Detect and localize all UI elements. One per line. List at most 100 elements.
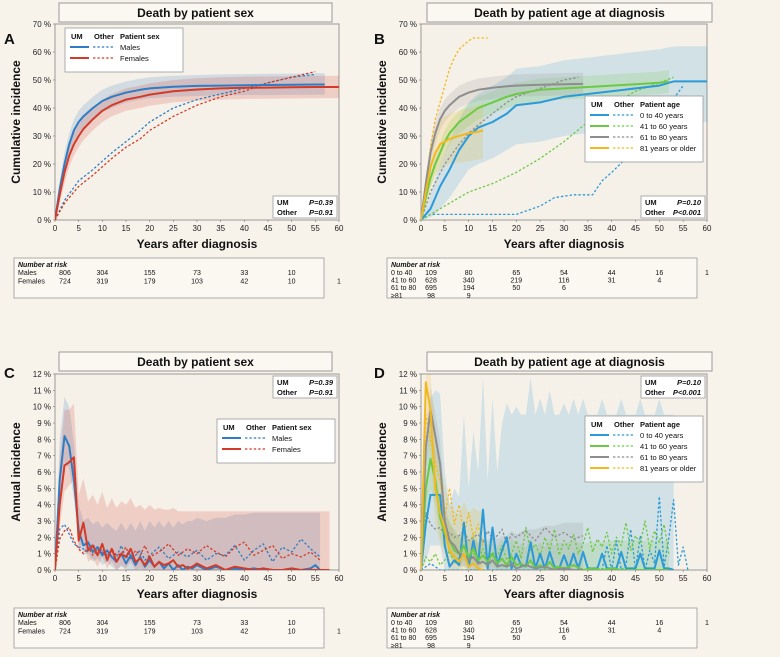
risk-value: 806 bbox=[59, 270, 71, 277]
legend-header: Patient age bbox=[640, 100, 680, 109]
risk-value: 116 bbox=[558, 278, 569, 285]
series-line bbox=[421, 493, 674, 570]
x-tick-label: 60 bbox=[703, 574, 712, 583]
risk-value: 98 bbox=[427, 643, 435, 650]
y-tick-label: 30 % bbox=[399, 132, 417, 141]
legend-box bbox=[64, 27, 184, 73]
panel-c: C Death by patient sex 0 % 1 % 2 % 3 % 4 % 5 % 6… bbox=[4, 351, 344, 649]
risk-value: 304 bbox=[96, 620, 108, 627]
y-tick-label: 60 % bbox=[33, 48, 51, 57]
x-tick-label: 50 bbox=[655, 224, 664, 233]
x-tick-label: 25 bbox=[536, 224, 545, 233]
pvalue-box: UM P=0.10 Other P<0.001 bbox=[640, 195, 706, 219]
legend-header: Other bbox=[246, 423, 266, 432]
panel-letter: D bbox=[374, 365, 385, 382]
risk-value: 179 bbox=[144, 278, 156, 285]
pvalue-label: UM bbox=[277, 198, 289, 207]
x-tick-label: 0 bbox=[419, 224, 424, 233]
risk-value: 109 bbox=[425, 620, 437, 627]
y-tick-label: 40 % bbox=[399, 104, 417, 113]
title-box bbox=[426, 2, 713, 23]
x-tick-label: 35 bbox=[583, 224, 592, 233]
risk-row-label: ≥81 bbox=[391, 643, 403, 650]
pvalue-frame bbox=[272, 375, 338, 399]
confidence-band bbox=[421, 70, 669, 220]
y-tick-label: 20 % bbox=[399, 160, 417, 169]
risk-value: 116 bbox=[558, 628, 569, 635]
risk-row-label: Females bbox=[18, 628, 45, 635]
legend-label: 61 to 80 years bbox=[640, 133, 688, 142]
pvalue-box: UM P=0.39 Other P=0.91 bbox=[272, 195, 338, 219]
x-tick-label: 40 bbox=[240, 574, 249, 583]
x-tick-label: 55 bbox=[679, 574, 688, 583]
panel-a: A Death by patient sex 0 % 10 % 20 % 30 % 40 %… bbox=[4, 2, 344, 299]
risk-value: 54 bbox=[560, 620, 568, 627]
risk-value: 10 bbox=[288, 628, 296, 635]
risk-value: 1 bbox=[705, 620, 709, 627]
pvalue-label: UM bbox=[645, 378, 657, 387]
x-tick-label: 60 bbox=[335, 224, 344, 233]
confidence-band bbox=[421, 429, 669, 570]
x-tick-label: 10 bbox=[98, 224, 107, 233]
risk-value: 1 bbox=[337, 278, 341, 285]
risk-value: 340 bbox=[463, 278, 475, 285]
y-tick-label: 3 % bbox=[403, 517, 417, 526]
pvalue-value: P<0.001 bbox=[673, 388, 701, 397]
x-tick-label: 25 bbox=[169, 224, 178, 233]
x-tick-label: 20 bbox=[512, 224, 521, 233]
legend-label: 61 to 80 years bbox=[640, 453, 688, 462]
y-tick-label: 8 % bbox=[403, 435, 417, 444]
risk-value: 31 bbox=[608, 628, 616, 635]
risk-value: 340 bbox=[463, 628, 475, 635]
confidence-band bbox=[421, 46, 707, 220]
risk-value: 319 bbox=[96, 628, 108, 635]
risk-value: 103 bbox=[191, 628, 203, 635]
plot-marks bbox=[55, 396, 330, 570]
y-tick-label: 7 % bbox=[403, 452, 417, 461]
y-tick-label: 1 % bbox=[403, 550, 417, 559]
x-tick-label: 10 bbox=[98, 574, 107, 583]
x-tick-label: 40 bbox=[607, 224, 616, 233]
y-tick-label: 0 % bbox=[37, 566, 51, 575]
legend-header: UM bbox=[591, 420, 603, 429]
risk-row-label: 41 to 60 bbox=[391, 278, 416, 285]
risk-value: 10 bbox=[288, 278, 296, 285]
legend-label: 41 to 60 years bbox=[640, 122, 688, 131]
x-tick-label: 15 bbox=[122, 224, 131, 233]
x-tick-label: 55 bbox=[311, 574, 320, 583]
series-line bbox=[421, 520, 670, 570]
y-tick-label: 11 % bbox=[33, 386, 51, 395]
risk-value: 44 bbox=[608, 620, 616, 627]
risk-value: 628 bbox=[425, 278, 437, 285]
confidence-band bbox=[421, 387, 584, 570]
risk-value: 73 bbox=[193, 620, 201, 627]
chart-title: Death by patient age at diagnosis bbox=[474, 6, 665, 20]
x-axis-label: Years after diagnosis bbox=[137, 237, 258, 251]
y-tick-label: 3 % bbox=[37, 517, 51, 526]
title-box bbox=[58, 2, 333, 23]
legend-box bbox=[584, 415, 704, 483]
pvalue-frame bbox=[640, 195, 706, 219]
risk-row-label: ≥81 bbox=[391, 293, 403, 300]
legend-label: 81 years or older bbox=[640, 144, 697, 153]
legend-label: Females bbox=[272, 445, 301, 454]
legend-label: 0 to 40 years bbox=[640, 431, 684, 440]
risk-value: 42 bbox=[240, 628, 248, 635]
x-tick-label: 0 bbox=[53, 224, 58, 233]
risk-value: 1 bbox=[337, 628, 341, 635]
risk-value: 54 bbox=[560, 270, 568, 277]
x-tick-label: 45 bbox=[264, 574, 273, 583]
y-tick-label: 2 % bbox=[403, 533, 417, 542]
y-tick-label: 9 % bbox=[37, 419, 51, 428]
series-line bbox=[55, 83, 325, 220]
series-line bbox=[55, 86, 339, 220]
x-tick-label: 50 bbox=[287, 224, 296, 233]
x-tick-label: 35 bbox=[216, 574, 225, 583]
risk-value: 9 bbox=[467, 293, 471, 300]
risk-row-label: Males bbox=[18, 620, 37, 627]
y-tick-label: 11 % bbox=[399, 386, 417, 395]
series-line bbox=[421, 76, 674, 220]
risk-row-label: 41 to 60 bbox=[391, 628, 416, 635]
